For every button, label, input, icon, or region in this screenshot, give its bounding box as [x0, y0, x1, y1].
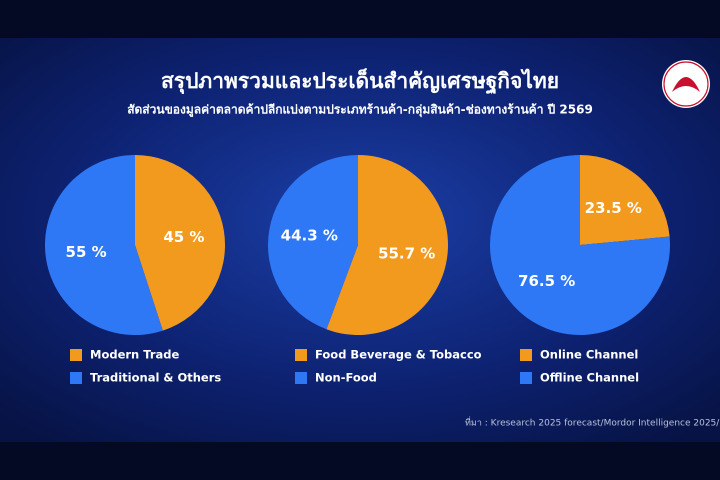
value-label: 76.5 %: [518, 272, 575, 290]
legend-label: Modern Trade: [90, 348, 179, 362]
pie-slice: [490, 155, 671, 335]
pie-slice: [580, 155, 670, 245]
legend-swatch: [70, 372, 82, 384]
title: สรุปภาพรวมและประเด็นสำคัญเศรษฐกิจไทย: [161, 67, 559, 95]
pie-slice: [135, 155, 226, 331]
value-label: 45 %: [163, 228, 204, 246]
legend-label: Traditional & Others: [90, 371, 221, 385]
legend-swatch: [520, 349, 532, 361]
legend-label: Online Channel: [540, 348, 638, 362]
legend-swatch: [295, 349, 307, 361]
legend-label: Offline Channel: [540, 371, 639, 385]
legend-swatch: [70, 349, 82, 361]
pie-slice: [267, 155, 358, 330]
subtitle: สัดส่วนของมูลค่าตลาดค้าปลีกแบ่งตามประเภท…: [127, 103, 593, 118]
value-label: 23.5 %: [585, 199, 642, 217]
pie-slice: [45, 155, 163, 335]
logo: [662, 60, 710, 108]
value-label: 44.3 %: [281, 227, 338, 245]
legend-label: Food Beverage & Tobacco: [315, 348, 482, 362]
legend-swatch: [520, 372, 532, 384]
source: ที่มา : Kresearch 2025 forecast/Mordor I…: [465, 416, 720, 429]
legend-swatch: [295, 372, 307, 384]
value-label: 55.7 %: [378, 244, 435, 262]
legend-label: Non-Food: [315, 371, 377, 385]
value-label: 55 %: [66, 243, 107, 261]
pie-slice: [326, 155, 448, 335]
